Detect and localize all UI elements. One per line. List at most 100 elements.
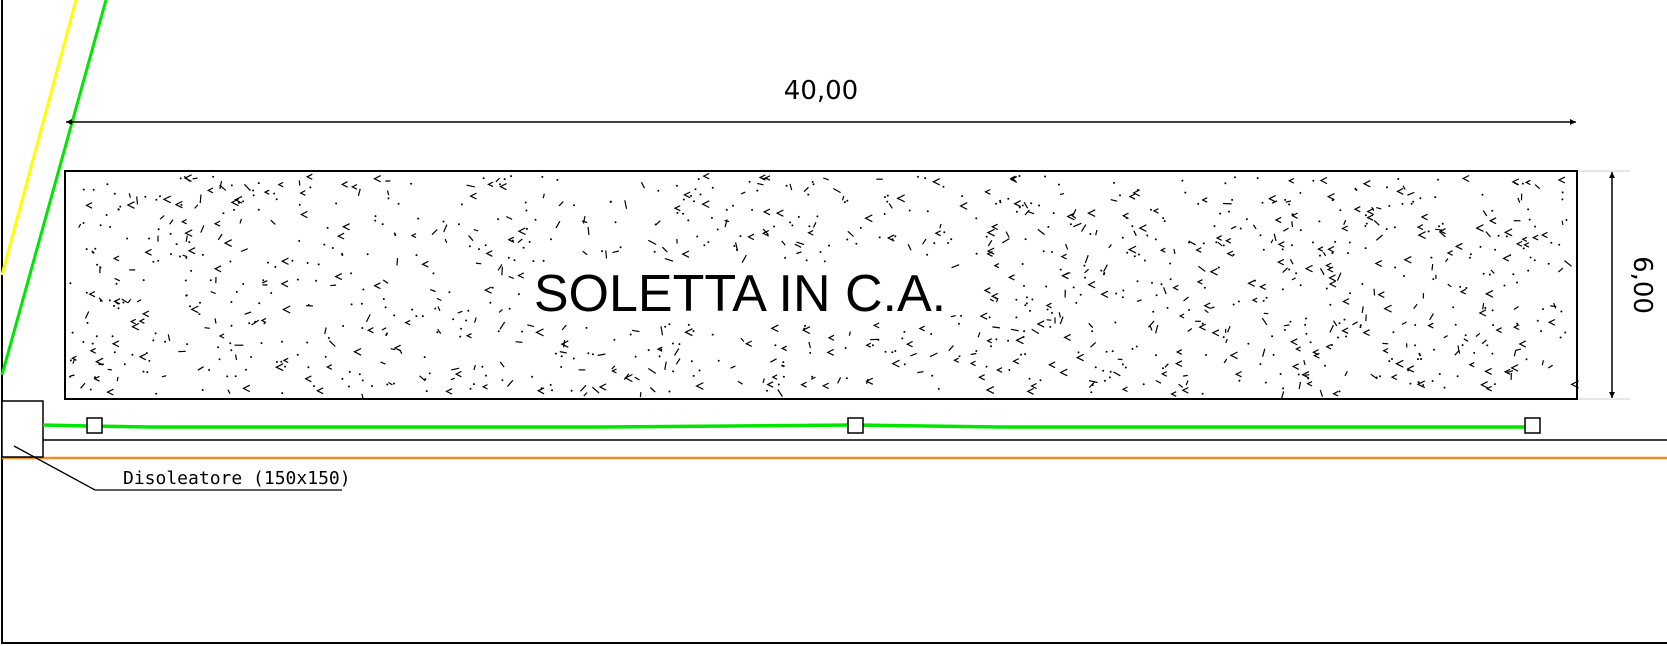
hatch-mark xyxy=(950,238,953,241)
hatch-mark xyxy=(994,296,997,299)
hatch-mark xyxy=(1203,302,1211,309)
hatch-mark xyxy=(693,200,695,203)
hatch-mark xyxy=(1297,373,1300,376)
hatch-mark xyxy=(1457,345,1461,354)
hatch-mark xyxy=(1224,182,1227,185)
hatch-mark xyxy=(507,256,510,259)
hatch-mark xyxy=(1105,350,1108,353)
hatch-mark xyxy=(1395,359,1404,368)
hatch-mark xyxy=(660,348,663,351)
hatch-mark xyxy=(1025,302,1028,305)
manhole-right xyxy=(1524,417,1541,434)
hatch-mark xyxy=(467,309,470,312)
hatch-mark xyxy=(1196,279,1203,285)
hatch-mark xyxy=(1515,348,1522,352)
hatch-mark xyxy=(129,318,136,325)
hatch-mark xyxy=(159,215,165,220)
hatch-mark xyxy=(1525,358,1528,361)
hatch-mark xyxy=(497,330,500,333)
hatch-mark xyxy=(993,263,1000,269)
hatch-mark xyxy=(1349,292,1351,295)
hatch-mark xyxy=(1505,235,1508,238)
hatch-mark xyxy=(421,315,424,318)
hatch-mark xyxy=(315,279,318,282)
hatch-mark xyxy=(730,365,736,369)
hatch-mark xyxy=(309,186,312,189)
hatch-mark xyxy=(82,222,85,224)
hatch-mark xyxy=(1406,365,1415,373)
hatch-mark xyxy=(698,369,701,372)
hatch-mark xyxy=(1304,374,1310,376)
hatch-mark xyxy=(702,172,710,180)
hatch-mark xyxy=(948,345,954,352)
hatch-mark xyxy=(1531,234,1539,241)
hatch-mark xyxy=(230,324,233,327)
hatch-mark xyxy=(804,324,806,327)
hatch-mark xyxy=(1439,228,1446,235)
hatch-mark xyxy=(436,331,439,334)
hatch-mark xyxy=(808,341,811,349)
hatch-mark xyxy=(1524,179,1531,186)
hatch-mark xyxy=(1282,267,1289,274)
hatch-mark xyxy=(1090,341,1097,348)
hatch-mark xyxy=(1110,199,1118,202)
hatch-mark xyxy=(1131,225,1134,228)
hatch-mark xyxy=(933,242,936,245)
hatch-mark xyxy=(1031,328,1040,335)
hatch-mark xyxy=(766,389,768,392)
hatch-mark xyxy=(1094,366,1097,369)
hatch-mark xyxy=(1289,259,1294,265)
hatch-mark xyxy=(381,327,387,331)
hatch-mark xyxy=(235,354,238,361)
hatch-mark xyxy=(1151,281,1153,284)
hatch-mark xyxy=(1024,209,1030,216)
hatch-mark xyxy=(1245,218,1248,221)
hatch-mark xyxy=(1288,203,1291,206)
hatch-mark xyxy=(384,306,387,309)
hatch-mark xyxy=(1091,330,1094,333)
hatch-mark xyxy=(190,305,199,314)
hatch-mark xyxy=(84,311,90,319)
hatch-mark xyxy=(1219,212,1222,215)
hatch-mark xyxy=(865,377,874,385)
hatch-mark xyxy=(326,226,329,229)
hatch-mark xyxy=(1018,175,1021,177)
hatch-mark xyxy=(1382,347,1389,354)
hatch-mark xyxy=(1024,353,1027,356)
hatch-mark xyxy=(267,261,269,264)
hatch-mark xyxy=(169,232,172,235)
hatch-mark xyxy=(501,266,503,276)
hatch-mark xyxy=(550,238,552,241)
hatch-mark xyxy=(847,230,854,237)
hatch-mark xyxy=(917,371,924,374)
hatch-mark xyxy=(1513,306,1519,311)
hatch-mark xyxy=(1111,350,1114,353)
hatch-mark xyxy=(1517,197,1521,203)
hatch-mark xyxy=(1512,324,1520,331)
hatch-mark xyxy=(1114,321,1117,324)
hatch-mark xyxy=(182,254,188,258)
hatch-mark xyxy=(1065,243,1069,250)
hatch-mark xyxy=(654,223,657,226)
hatch-mark xyxy=(1506,370,1514,374)
hatch-mark xyxy=(1388,360,1391,363)
hatch-mark xyxy=(70,374,75,377)
hatch-mark xyxy=(1334,240,1337,243)
hatch-mark xyxy=(1042,250,1045,253)
hatch-mark xyxy=(1478,309,1487,317)
hatch-mark xyxy=(833,187,841,194)
hatch-mark xyxy=(148,359,151,362)
hatch-mark xyxy=(1409,382,1412,385)
hatch-mark xyxy=(374,219,377,222)
hatch-mark xyxy=(1163,287,1167,295)
hatch-mark xyxy=(474,317,477,323)
hatch-mark xyxy=(526,227,528,230)
hatch-mark xyxy=(72,358,76,364)
hatch-mark xyxy=(947,242,950,244)
hatch-mark xyxy=(197,366,204,371)
hatch-mark xyxy=(1262,348,1266,357)
hatch-mark xyxy=(1029,309,1031,312)
hatch-mark xyxy=(717,359,720,362)
manhole-center xyxy=(847,417,864,434)
